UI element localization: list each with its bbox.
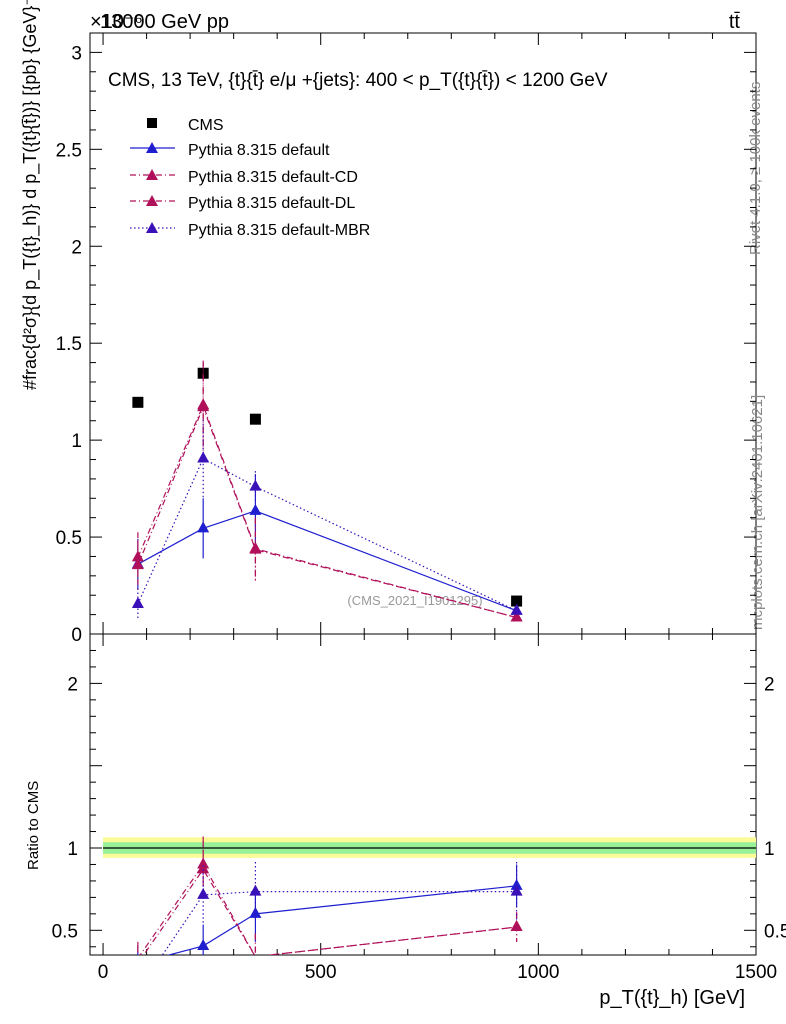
legend-label-default: Pythia 8.315 default <box>188 142 330 159</box>
ratio-pythia-8-315-default-point <box>510 878 523 890</box>
pythia-8-315-default-mbr-line <box>137 457 517 612</box>
legend-marker-cms <box>147 118 157 128</box>
main-y-tick-label: 2.5 <box>56 140 82 161</box>
ratio-pythia-8-315-default-mbr-point <box>510 884 523 896</box>
ratio-pythia-8-315-default-point <box>249 906 262 918</box>
ratio-pythia-8-315-default-mbr-point <box>249 884 262 896</box>
legend-label-cd: Pythia 8.315 default-CD <box>188 169 358 186</box>
main-y-tick-label: 0.5 <box>56 528 82 549</box>
pythia-8-315-default-dl-point <box>131 558 144 570</box>
y-axis-label: #frac{d²σ}{d p_T({t}_h)} d p_T({t}{t̄})}… <box>20 0 41 390</box>
legend-label-mbr: Pythia 8.315 default-MBR <box>188 222 370 239</box>
legend-marker-cd <box>146 169 158 180</box>
legend-label-cms: CMS <box>188 117 224 134</box>
energy-label: 13000 GeV pp <box>100 11 229 33</box>
legend-marker-default <box>146 142 158 153</box>
main-y-tick-label: 2 <box>71 237 82 258</box>
multiplier-label: ×10⁻⁶ <box>90 11 143 33</box>
ratio-y-tick-label: 1 <box>67 839 78 860</box>
ratio-pythia-8-315-default-line <box>166 885 517 955</box>
pythia-8-315-default-dl-point <box>249 542 262 554</box>
pythia-8-315-default-cd-line <box>137 403 517 619</box>
main-y-tick-label: 1 <box>71 431 82 452</box>
main-series-layer <box>131 360 523 622</box>
main-y-tick-label: 1.5 <box>56 334 82 355</box>
pythia-8-315-default-point <box>249 503 262 515</box>
ratio-y-axis-label: Ratio to CMS <box>25 781 42 870</box>
ratio-y-tick-label: 2 <box>67 674 78 695</box>
ratio-uncertainty-band <box>103 837 756 858</box>
ratio-y-tick-label: 0.5 <box>52 921 78 942</box>
pythia-8-315-default-dl-point <box>197 400 210 412</box>
legend-label-dl: Pythia 8.315 default-DL <box>188 195 355 212</box>
pythia-8-315-default-line <box>137 510 517 612</box>
main-y-tick-label: 3 <box>71 43 82 64</box>
main-axis-ticks: 0 0.5 1 1.5 2 2.5 3 <box>56 33 757 646</box>
ratio-pythia-8-315-default-dl-line <box>142 868 517 955</box>
ratio-y-tick-label-right: 2 <box>764 674 775 695</box>
x-tick-label: 1500 <box>735 962 777 983</box>
ratio-pythia-8-315-default-dl-point <box>197 862 210 874</box>
ratio-pythia-8-315-default-mbr-point <box>197 887 210 899</box>
ratio-pythia-8-315-default-dl-point <box>510 920 523 932</box>
ratio-pythia-8-315-default-cd-line <box>139 863 517 955</box>
pythia-8-315-default-mbr-point <box>249 479 262 491</box>
mcplots-label: mcplots.cern.ch [arXiv:2401.10621] <box>749 395 766 630</box>
pythia-8-315-default-dl-line <box>137 405 517 619</box>
x-tick-label: 0 <box>98 962 109 983</box>
pythia-8-315-default-mbr-point <box>197 451 210 463</box>
analysis-watermark: (CMS_2021_I1901295) <box>347 593 482 608</box>
ratio-frame <box>89 633 757 956</box>
ratio-axis-ticks: 0.5 0.5 1 1 2 2 0 500 1000 1500 <box>52 634 786 983</box>
ratio-y-tick-label-right: 1 <box>764 839 775 860</box>
cms-data-point <box>197 367 209 379</box>
cms-data-point <box>132 396 144 408</box>
x-axis-label: p_T({t}_h) [GeV] <box>599 987 745 1009</box>
pythia-8-315-default-dl-point <box>510 610 523 622</box>
x-tick-label: 1000 <box>517 962 559 983</box>
cms-data-point <box>511 595 523 607</box>
ratio-series-layer <box>137 836 523 955</box>
legend: CMS Pythia 8.315 default Pythia 8.315 de… <box>130 117 370 239</box>
main-y-tick-label: 0 <box>71 625 82 646</box>
x-tick-label: 500 <box>305 962 337 983</box>
pythia-8-315-default-mbr-point <box>510 603 523 615</box>
cms-data-point <box>249 413 261 425</box>
pythia-8-315-default-mbr-point <box>131 596 144 608</box>
pythia-8-315-default-point <box>197 521 210 533</box>
process-label: tt̄ <box>729 11 741 33</box>
legend-marker-dl <box>146 195 158 206</box>
legend-marker-mbr <box>146 222 158 233</box>
ratio-y-tick-label-right: 0.5 <box>764 921 786 942</box>
plot-title: CMS, 13 TeV, {t}{t̄} e/μ +{jets}: 400 < … <box>108 70 608 91</box>
ratio-pythia-8-315-default-point <box>197 938 210 950</box>
